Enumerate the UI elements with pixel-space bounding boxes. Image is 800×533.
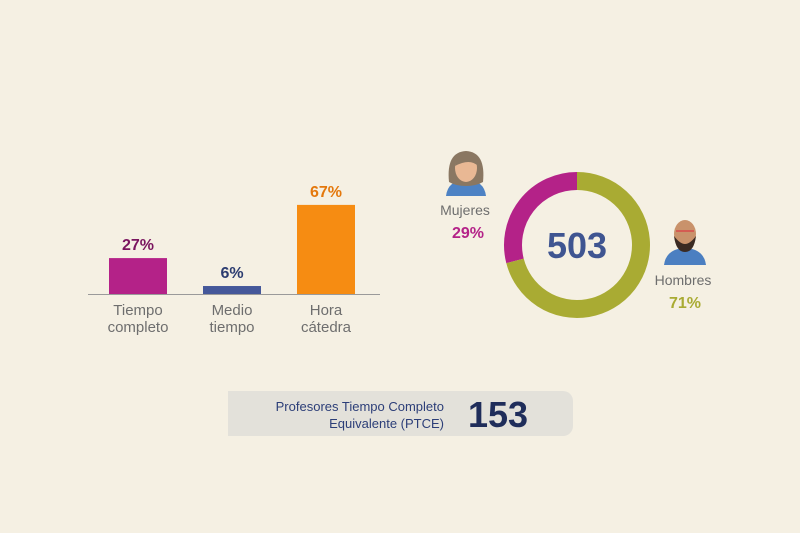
legend-label: Mujeres	[440, 202, 490, 218]
legend-label: Hombres	[655, 272, 712, 288]
man-avatar	[664, 220, 706, 265]
value-label: 67%	[310, 184, 342, 201]
bar	[297, 204, 355, 294]
value-label: 27%	[122, 237, 154, 254]
donut-segment	[506, 172, 650, 318]
woman-avatar	[446, 151, 486, 196]
summary-value: 153	[468, 394, 528, 435]
summary-box	[228, 391, 573, 436]
value-label: 29%	[452, 225, 484, 242]
bar	[109, 258, 167, 294]
category-label: Hora cátedra	[300, 302, 352, 336]
category-label: Tiempo completo	[107, 302, 169, 336]
summary-label: Profesores Tiempo Completo	[276, 399, 444, 414]
summary-box-edge	[228, 391, 248, 436]
summary-label: Equivalente (PTCE)	[329, 416, 444, 431]
bar	[203, 286, 261, 294]
value-label: 6%	[220, 265, 243, 282]
category-label: Medio tiempo	[209, 302, 255, 336]
value-label: 71%	[669, 295, 701, 312]
donut-segment	[504, 172, 578, 264]
donut-total: 503	[547, 225, 607, 266]
